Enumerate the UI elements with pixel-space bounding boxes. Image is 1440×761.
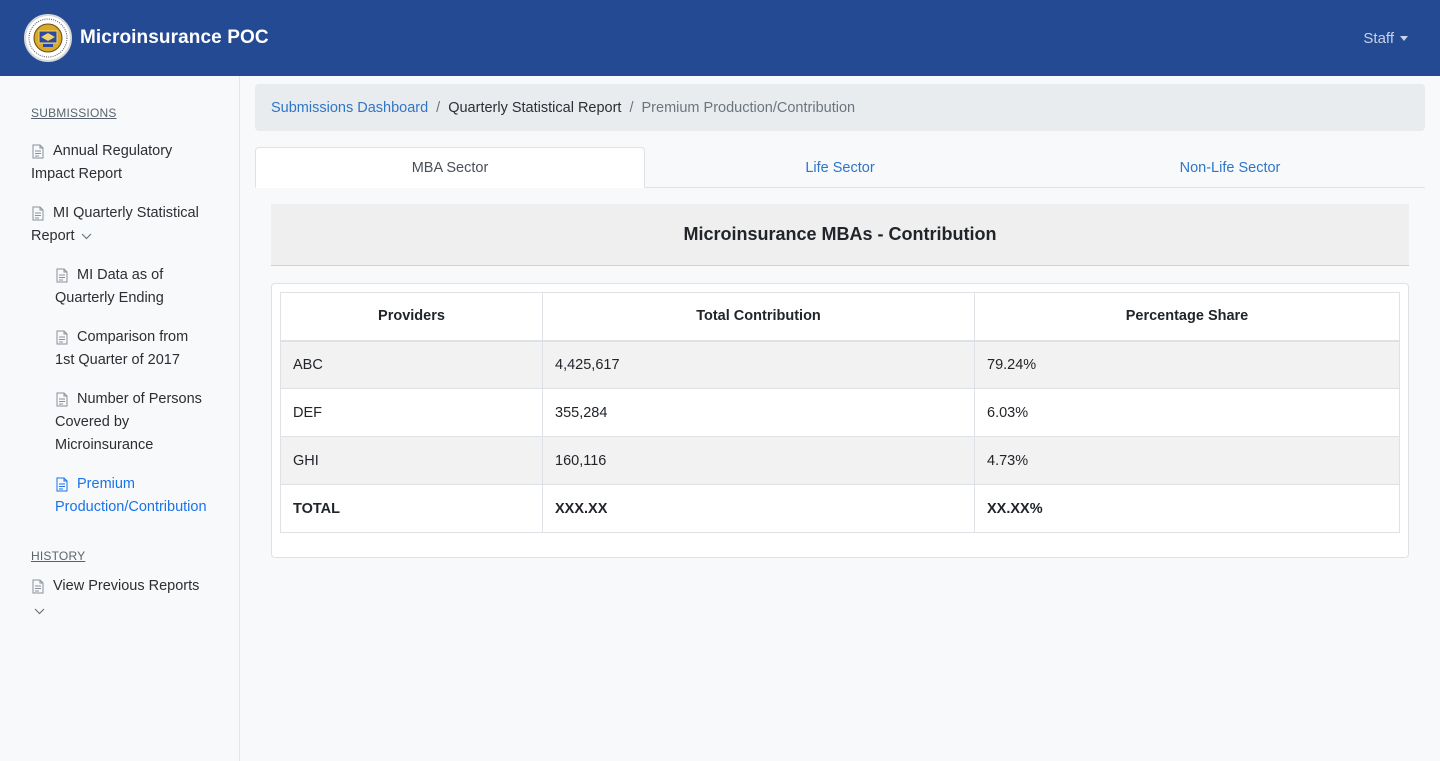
document-icon [32, 579, 44, 594]
document-icon [56, 330, 68, 345]
contribution-table-card: Providers Total Contribution Percentage … [271, 283, 1409, 558]
column-header-percentage-share: Percentage Share [974, 292, 1400, 342]
user-menu-label: Staff [1363, 29, 1394, 47]
breadcrumb-separator: / [629, 99, 634, 116]
history-section-label: HISTORY [31, 549, 86, 563]
contribution-cell: 160,116 [542, 436, 975, 485]
brand[interactable]: Microinsurance POC [24, 14, 269, 62]
caret-down-icon [1400, 36, 1408, 41]
seal-logo [24, 14, 72, 62]
sidebar-item-label: MI Data as of Quarterly Ending [55, 267, 164, 306]
sidebar-item-label: Annual Regulatory Impact Report [31, 143, 173, 182]
sidebar-item-view-previous-reports[interactable]: View Previous Reports [31, 575, 211, 598]
main-content: Submissions Dashboard / Quarterly Statis… [255, 84, 1425, 558]
tab-mba-sector[interactable]: MBA Sector [255, 147, 645, 188]
contribution-cell: 4,425,617 [542, 340, 975, 389]
sidebar-item-number-of-persons-covered[interactable]: Number of Persons Covered by Microinsura… [55, 388, 210, 457]
total-share-cell: XX.XX% [974, 484, 1400, 533]
document-icon [32, 206, 44, 221]
chevron-down-icon[interactable] [34, 608, 45, 615]
total-contribution-cell: XXX.XX [542, 484, 975, 533]
contribution-table: Providers Total Contribution Percentage … [280, 292, 1400, 533]
sidebar-item-comparison-from-1st-quarter-2017[interactable]: Comparison from 1st Quarter of 2017 [55, 326, 205, 372]
sidebar-item-mi-data-as-of-quarterly-ending[interactable]: MI Data as of Quarterly Ending [55, 264, 205, 310]
panel-title: Microinsurance MBAs - Contribution [271, 204, 1409, 266]
column-header-providers: Providers [280, 292, 543, 342]
sidebar-item-mi-quarterly-statistical-report[interactable]: MI Quarterly Statistical Report [31, 202, 211, 248]
breadcrumb-separator: / [436, 99, 441, 116]
document-icon [56, 477, 68, 492]
column-header-total-contribution: Total Contribution [542, 292, 975, 342]
sidebar-item-label: View Previous Reports [53, 578, 200, 594]
table-row: GHI 160,116 4.73% [280, 436, 1400, 485]
tab-non-life-sector[interactable]: Non-Life Sector [1179, 159, 1281, 176]
table-header-row: Providers Total Contribution Percentage … [280, 292, 1400, 342]
share-cell: 6.03% [974, 388, 1400, 437]
provider-cell: ABC [280, 340, 543, 389]
provider-cell: DEF [280, 388, 543, 437]
sidebar-item-label: MI Quarterly Statistical Report [31, 205, 199, 244]
document-icon [56, 392, 68, 407]
sidebar-item-annual-regulatory-impact-report[interactable]: Annual Regulatory Impact Report [31, 140, 201, 186]
total-label-cell: TOTAL [280, 484, 543, 533]
share-cell: 4.73% [974, 436, 1400, 485]
app-title: Microinsurance POC [80, 27, 269, 48]
table-row: ABC 4,425,617 79.24% [280, 340, 1400, 389]
table-total-row: TOTAL XXX.XX XX.XX% [280, 484, 1400, 533]
sidebar-item-premium-production-contribution[interactable]: Premium Production/Contribution [55, 473, 215, 519]
user-menu-dropdown[interactable]: Staff [1363, 30, 1408, 47]
breadcrumb-quarterly-statistical-report[interactable]: Quarterly Statistical Report [448, 99, 622, 116]
document-icon [56, 268, 68, 283]
contribution-cell: 355,284 [542, 388, 975, 437]
breadcrumb-current: Premium Production/Contribution [641, 99, 856, 116]
top-navbar: Microinsurance POC Staff [0, 0, 1440, 76]
submissions-section-label: SUBMISSIONS [31, 106, 117, 120]
tab-life-sector[interactable]: Life Sector [805, 159, 875, 176]
table-row: DEF 355,284 6.03% [280, 388, 1400, 437]
provider-cell: GHI [280, 436, 543, 485]
share-cell: 79.24% [974, 340, 1400, 389]
sector-tabs: MBA Sector Life Sector Non-Life Sector [255, 147, 1425, 188]
breadcrumb: Submissions Dashboard / Quarterly Statis… [255, 84, 1425, 131]
sidebar-item-label: Comparison from 1st Quarter of 2017 [55, 329, 189, 368]
document-icon [32, 144, 44, 159]
chevron-down-icon[interactable] [81, 233, 92, 240]
sidebar-item-label: Premium Production/Contribution [55, 476, 207, 515]
sidebar: SUBMISSIONS Annual Regulatory Impact Rep… [0, 76, 240, 761]
sidebar-item-label: Number of Persons Covered by Microinsura… [55, 391, 202, 453]
breadcrumb-link-submissions-dashboard[interactable]: Submissions Dashboard [271, 99, 429, 116]
